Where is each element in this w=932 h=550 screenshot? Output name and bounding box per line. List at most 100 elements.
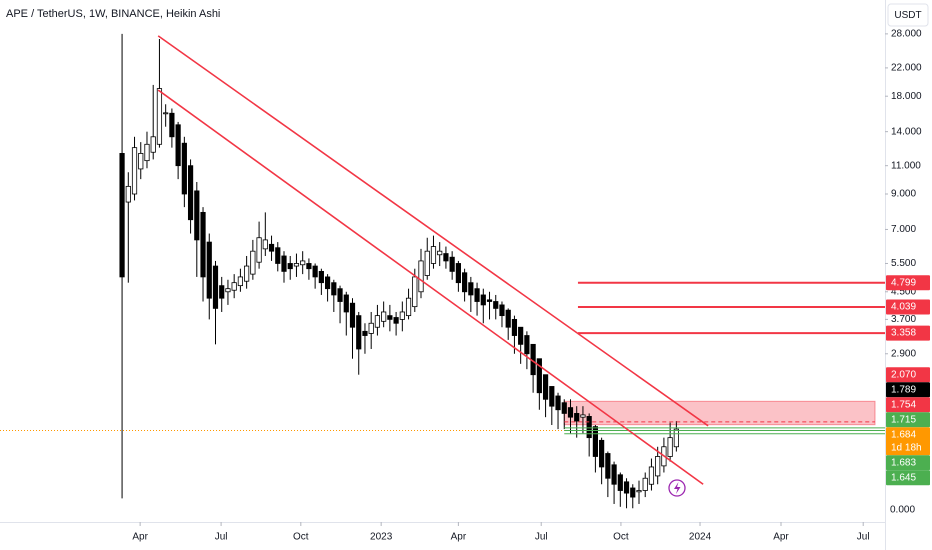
candle-body	[362, 330, 368, 336]
chart-title: APE / TetherUS, 1W, BINANCE, Heikin Ashi	[6, 8, 220, 20]
x-tick-label: Oct	[293, 532, 309, 543]
candle-body	[244, 265, 250, 282]
candles	[119, 33, 679, 509]
y-tick-label: 9.000	[891, 189, 916, 200]
price-label: 1.754	[891, 399, 916, 410]
y-tick-label: 28.000	[891, 29, 922, 40]
candle-body	[399, 311, 405, 320]
candle-body	[374, 315, 381, 328]
candle-body	[648, 466, 655, 485]
trendline	[157, 89, 704, 485]
price-label: 3.358	[891, 328, 916, 339]
candle-body	[511, 318, 518, 336]
candle-body	[592, 426, 598, 457]
candle-body	[393, 317, 399, 324]
candle-body	[474, 288, 480, 302]
candle-body	[443, 253, 449, 262]
candle-body	[287, 263, 293, 270]
y-tick-label: 5.500	[891, 258, 916, 269]
candle-body	[599, 439, 605, 468]
candle-body	[368, 322, 374, 334]
candle-body	[555, 395, 561, 411]
lightning-icon[interactable]	[668, 479, 686, 497]
x-tick-label: 2023	[370, 532, 393, 543]
candle-body	[611, 464, 617, 485]
candle-body	[636, 490, 642, 493]
price-label: 1.684	[891, 429, 916, 440]
candle-body	[549, 386, 555, 407]
x-tick-label: Apr	[773, 532, 789, 543]
candle-body	[219, 285, 225, 299]
candle-body	[387, 315, 393, 320]
candle-body	[405, 297, 412, 317]
price-label: 4.799	[891, 277, 916, 288]
x-tick-label: 2024	[689, 532, 712, 543]
candle-body	[131, 147, 138, 195]
candle-body	[187, 165, 194, 221]
price-label-box	[886, 397, 930, 413]
candle-body	[349, 302, 356, 328]
y-tick-label: 11.000	[891, 160, 921, 171]
candle-body	[163, 112, 169, 115]
candle-body	[574, 413, 580, 422]
countdown-label: 1d 18h	[891, 442, 922, 453]
candle-body	[156, 88, 163, 145]
y-tick-label: 18.000	[891, 91, 922, 102]
candle-body	[412, 276, 418, 308]
x-tick-label: Apr	[451, 532, 467, 543]
candle-body	[150, 136, 156, 153]
candle-body	[586, 416, 592, 439]
candle-body	[605, 453, 611, 479]
candle-body	[667, 437, 673, 457]
candle-body	[356, 315, 362, 350]
candle-body	[300, 260, 306, 266]
y-tick-label: 14.000	[891, 126, 922, 137]
candle-body	[617, 474, 623, 491]
price-label: 1.715	[891, 414, 916, 425]
candle-body	[125, 185, 131, 203]
candle-body	[381, 311, 387, 322]
price-label-box	[886, 275, 930, 291]
candle-body	[468, 282, 474, 296]
candle-body	[331, 282, 337, 296]
candle-body	[437, 250, 443, 256]
candle-body	[250, 250, 256, 275]
candle-body	[200, 211, 206, 278]
x-tick-label: Oct	[613, 532, 629, 543]
candle-body	[231, 282, 237, 291]
candle-body	[580, 414, 586, 418]
candle-body	[262, 239, 268, 250]
candle-body	[462, 272, 468, 293]
candle-body	[418, 260, 424, 293]
candle-body	[524, 335, 530, 355]
candle-body	[144, 143, 150, 162]
price-label-box	[886, 325, 930, 341]
currency-box[interactable]	[887, 3, 929, 27]
price-label: 1.789	[891, 384, 916, 395]
y-bottom-label: 0.000	[890, 505, 915, 516]
candle-body	[430, 246, 437, 264]
x-tick-label: Jul	[857, 532, 870, 543]
candle-body	[337, 288, 343, 302]
zone	[563, 400, 876, 426]
candle-body	[486, 299, 493, 302]
candle-body	[343, 294, 349, 313]
price-label: 1.645	[891, 472, 916, 483]
x-tick-label: Apr	[132, 532, 148, 543]
candle-body	[312, 265, 318, 278]
candle-body	[518, 326, 524, 345]
candle-body	[138, 153, 144, 170]
candle-body	[642, 477, 648, 491]
x-tick-label: Jul	[535, 532, 548, 543]
candle-body	[268, 243, 275, 252]
icon-bolt	[674, 482, 681, 494]
candle-body	[225, 288, 231, 293]
trendline	[157, 35, 709, 427]
candle-body	[318, 270, 324, 284]
candle-body	[194, 190, 200, 241]
candle-body	[499, 304, 505, 317]
price-label-box	[886, 412, 930, 428]
candle-body	[206, 241, 212, 299]
